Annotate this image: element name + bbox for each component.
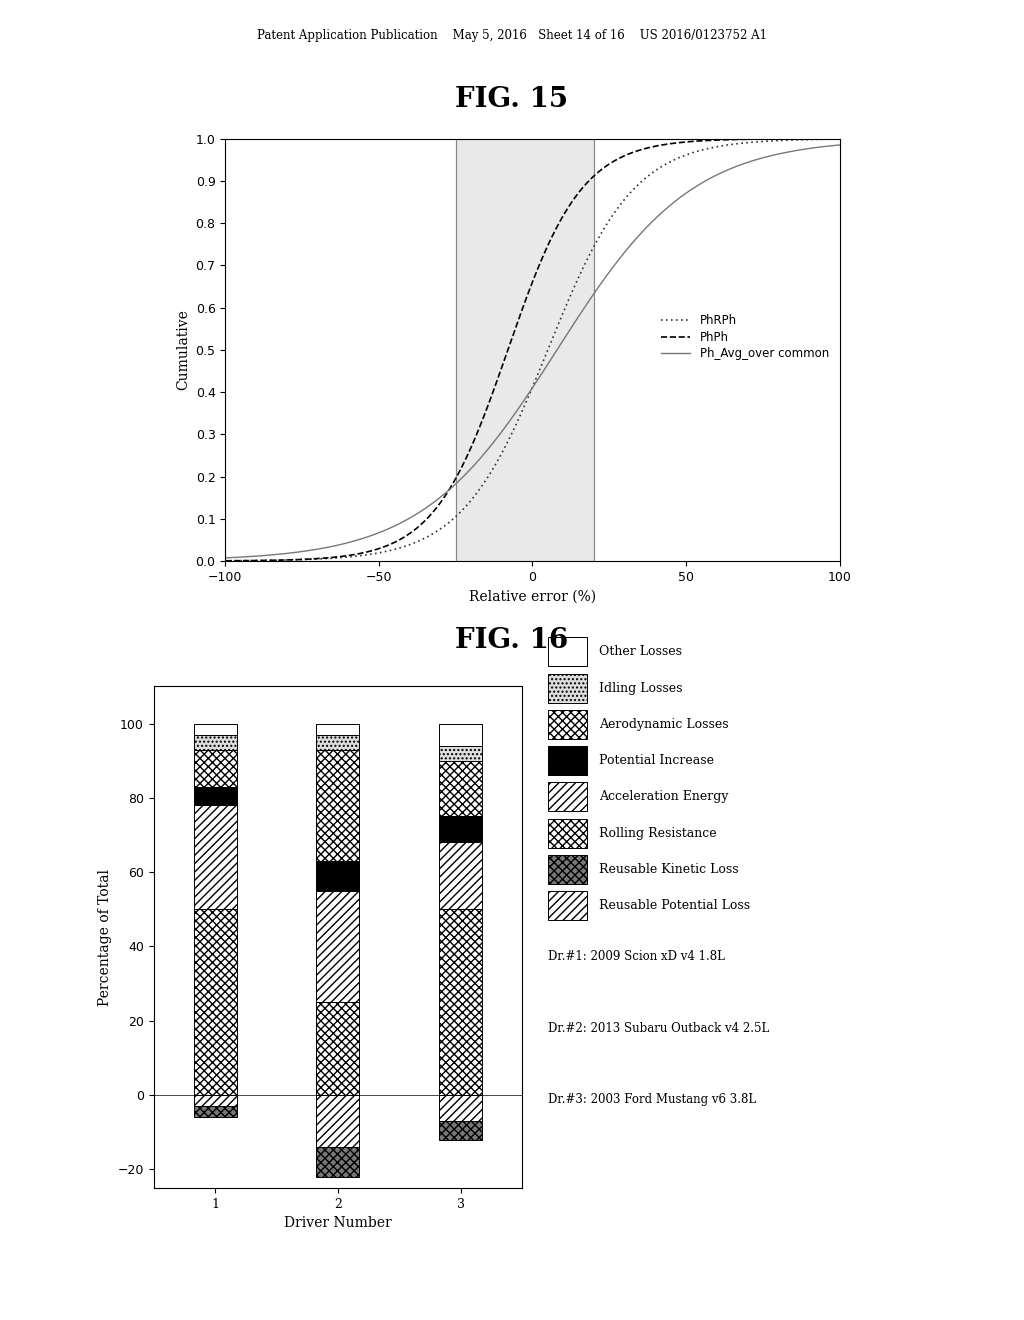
Text: Reusable Kinetic Loss: Reusable Kinetic Loss xyxy=(599,863,739,876)
Bar xyxy=(194,723,237,735)
PhRPh xyxy=(698,141,711,157)
Line: Ph_Avg_over common: Ph_Avg_over common xyxy=(225,145,840,558)
Legend: PhRPh, PhPh, Ph_Avg_over common: PhRPh, PhPh, Ph_Avg_over common xyxy=(656,309,834,366)
Ph_Avg_over common xyxy=(489,432,502,447)
Ph_Avg_over common xyxy=(710,168,722,183)
Bar xyxy=(194,735,237,750)
Y-axis label: Percentage of Total: Percentage of Total xyxy=(98,869,112,1006)
Bar xyxy=(548,818,587,847)
Ph_Avg_over common xyxy=(698,174,711,190)
PhRPh xyxy=(489,455,502,471)
Text: Dr.#2: 2013 Subaru Outback v4 2.5L: Dr.#2: 2013 Subaru Outback v4 2.5L xyxy=(548,1022,769,1035)
Bar xyxy=(548,710,587,739)
Bar xyxy=(194,750,237,787)
Y-axis label: Cumulative: Cumulative xyxy=(176,309,190,391)
Text: Idling Losses: Idling Losses xyxy=(599,681,683,694)
Bar xyxy=(439,760,482,817)
Bar xyxy=(456,139,594,561)
Bar xyxy=(439,909,482,1096)
Bar xyxy=(194,1106,237,1118)
Bar xyxy=(548,891,587,920)
Bar xyxy=(439,746,482,760)
Bar xyxy=(316,861,359,891)
PhRPh xyxy=(219,553,231,569)
Line: PhRPh: PhRPh xyxy=(225,139,840,561)
Bar xyxy=(194,909,237,1096)
PhRPh xyxy=(834,131,846,147)
PhRPh xyxy=(641,169,653,185)
Text: Potential Increase: Potential Increase xyxy=(599,754,715,767)
Bar xyxy=(316,750,359,861)
X-axis label: Relative error (%): Relative error (%) xyxy=(469,589,596,603)
Bar xyxy=(316,1096,359,1147)
Bar xyxy=(439,1096,482,1121)
Text: Dr.#3: 2003 Ford Mustang v6 3.8L: Dr.#3: 2003 Ford Mustang v6 3.8L xyxy=(548,1093,756,1106)
Text: FIG. 16: FIG. 16 xyxy=(456,627,568,653)
PhPh xyxy=(834,131,846,147)
Bar xyxy=(316,1002,359,1096)
Ph_Avg_over common xyxy=(282,545,294,561)
Bar xyxy=(439,842,482,909)
Text: Aerodynamic Losses: Aerodynamic Losses xyxy=(599,718,729,731)
X-axis label: Driver Number: Driver Number xyxy=(284,1216,392,1230)
Line: PhPh: PhPh xyxy=(225,139,840,561)
Bar xyxy=(316,891,359,1002)
PhPh xyxy=(698,133,711,149)
Text: Other Losses: Other Losses xyxy=(599,645,682,659)
Bar xyxy=(548,855,587,884)
Bar xyxy=(439,723,482,746)
Bar xyxy=(194,787,237,805)
Ph_Avg_over common xyxy=(834,137,846,153)
Bar xyxy=(316,735,359,750)
Bar xyxy=(194,805,237,909)
Bar xyxy=(548,673,587,702)
Text: Reusable Potential Loss: Reusable Potential Loss xyxy=(599,899,751,912)
Text: FIG. 15: FIG. 15 xyxy=(456,86,568,112)
Bar xyxy=(316,1147,359,1177)
Ph_Avg_over common xyxy=(641,219,653,235)
Ph_Avg_over common xyxy=(468,458,480,474)
Text: Patent Application Publication    May 5, 2016   Sheet 14 of 16    US 2016/012375: Patent Application Publication May 5, 20… xyxy=(257,29,767,42)
Bar xyxy=(439,1121,482,1139)
Bar xyxy=(548,638,587,667)
PhRPh xyxy=(710,139,722,154)
PhPh xyxy=(641,140,653,156)
Bar xyxy=(439,817,482,842)
Bar xyxy=(316,723,359,735)
PhRPh xyxy=(468,490,480,506)
PhRPh xyxy=(282,552,294,568)
Bar xyxy=(548,783,587,812)
PhPh xyxy=(219,553,231,569)
Bar xyxy=(548,746,587,775)
Bar xyxy=(194,1096,237,1106)
Text: Acceleration Energy: Acceleration Energy xyxy=(599,791,729,804)
Ph_Avg_over common xyxy=(219,550,231,566)
PhPh xyxy=(710,132,722,148)
PhPh xyxy=(489,376,502,392)
Text: Rolling Resistance: Rolling Resistance xyxy=(599,826,717,840)
PhPh xyxy=(282,552,294,568)
PhPh xyxy=(468,433,480,449)
Text: Dr.#1: 2009 Scion xD v4 1.8L: Dr.#1: 2009 Scion xD v4 1.8L xyxy=(548,950,725,964)
